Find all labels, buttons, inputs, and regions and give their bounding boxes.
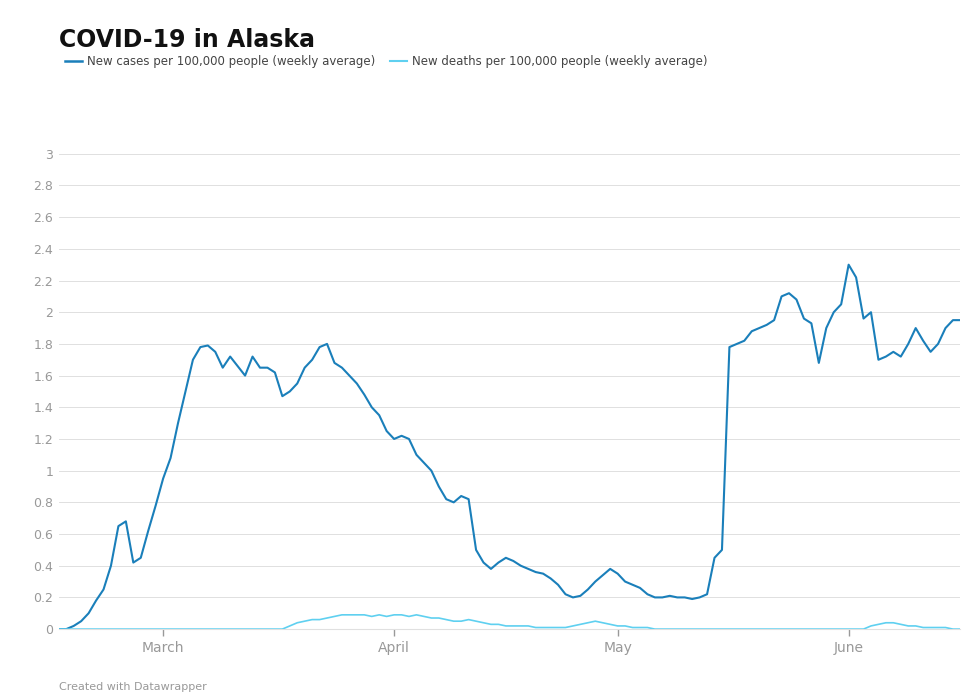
Text: Created with Datawrapper: Created with Datawrapper [59, 682, 207, 692]
Legend: New cases per 100,000 people (weekly average), New deaths per 100,000 people (we: New cases per 100,000 people (weekly ave… [65, 55, 708, 68]
Text: COVID-19 in Alaska: COVID-19 in Alaska [59, 28, 315, 52]
